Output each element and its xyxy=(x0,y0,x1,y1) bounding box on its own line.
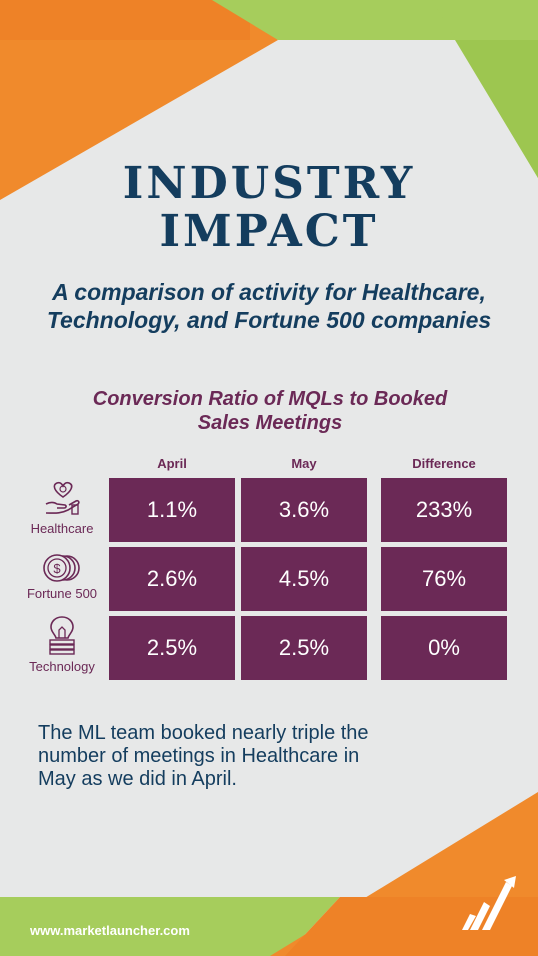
row-label-technology: Technology xyxy=(29,659,95,674)
cell-technology-difference: 0% xyxy=(381,616,507,680)
table-title-line-1: Conversion Ratio of MQLs to Booked xyxy=(92,388,448,410)
subtitle-line-1: A comparison of activity for Healthcare, xyxy=(52,279,486,305)
table-title: Conversion Ratio of MQLs to Booked Sales… xyxy=(60,387,480,435)
cell-fortune500-april: 2.6% xyxy=(109,547,235,611)
cell-fortune500-may: 4.5% xyxy=(241,547,367,611)
title-line-1: INDUSTRY xyxy=(122,158,416,209)
row-label-fortune-500: Fortune 500 xyxy=(26,586,98,601)
column-header-may: May xyxy=(291,456,317,471)
summary-text: The ML team booked nearly triple the num… xyxy=(38,722,398,791)
cell-healthcare-difference: 233% xyxy=(381,478,507,542)
cell-healthcare-may: 3.6% xyxy=(241,478,367,542)
row-label-healthcare: Healthcare xyxy=(30,521,94,536)
table-title-line-2: Sales Meetings xyxy=(197,412,343,434)
summary-line-3: May as we did in April. xyxy=(38,768,237,790)
page-title: INDUSTRY IMPACT xyxy=(0,160,538,256)
cell-fortune500-difference: 76% xyxy=(381,547,507,611)
summary-line-2: number of meetings in Healthcare in xyxy=(38,745,360,767)
cell-technology-april: 2.5% xyxy=(109,616,235,680)
title-line-2: IMPACT xyxy=(159,206,379,257)
column-header-april: April xyxy=(157,456,187,471)
cell-healthcare-april: 1.1% xyxy=(109,478,235,542)
summary-line-1: The ML team booked nearly triple the xyxy=(38,722,369,744)
website-link[interactable]: www.marketlauncher.com xyxy=(30,923,190,938)
dollar-coins-icon: $ xyxy=(43,554,80,582)
page-subtitle: A comparison of activity for Healthcare,… xyxy=(20,278,518,334)
lightbulb-icon xyxy=(49,616,75,655)
column-header-difference: Difference xyxy=(412,456,476,471)
cell-technology-may: 2.5% xyxy=(241,616,367,680)
subtitle-line-2: Technology, and Fortune 500 companies xyxy=(46,307,492,333)
svg-text:$: $ xyxy=(53,561,61,576)
heart-hand-icon xyxy=(45,481,80,515)
marketlauncher-logo-icon xyxy=(462,876,516,930)
